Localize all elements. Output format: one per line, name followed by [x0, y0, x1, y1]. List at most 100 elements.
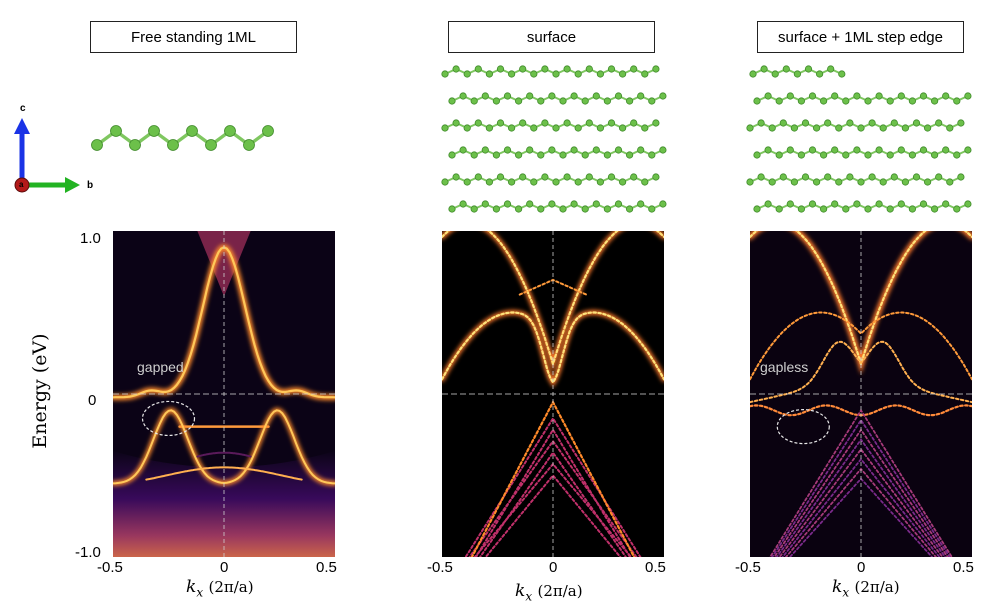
- atom: [801, 173, 810, 181]
- top-glow: [197, 231, 251, 297]
- atom: [519, 119, 527, 127]
- atom: [559, 151, 567, 159]
- x-label-unit: (2π/a): [854, 578, 900, 596]
- atom: [964, 92, 972, 100]
- atom: [868, 119, 876, 127]
- atom: [842, 205, 850, 213]
- atom: [474, 173, 482, 181]
- atom: [563, 65, 571, 73]
- annotation-gapless: gapless: [760, 359, 809, 375]
- atom: [835, 124, 843, 132]
- atom: [919, 200, 928, 208]
- axis-triad: [14, 118, 80, 193]
- atom: [581, 151, 589, 159]
- atom: [563, 173, 571, 181]
- atom: [129, 139, 141, 151]
- x-tick-right-zero: 0: [857, 559, 866, 576]
- atom: [563, 119, 571, 127]
- atom: [946, 178, 954, 186]
- atom: [452, 65, 460, 73]
- atom: [508, 178, 516, 186]
- band-plot-right: [750, 231, 972, 557]
- atom: [574, 70, 582, 78]
- atom: [652, 119, 660, 127]
- atom: [908, 97, 916, 105]
- band-right-deep-0: [769, 408, 953, 557]
- x-label-sub: x: [196, 585, 204, 600]
- atom: [503, 200, 512, 208]
- title-left: Free standing 1ML: [90, 21, 297, 53]
- x-tick-left-pos: 0.5: [316, 559, 337, 576]
- atom: [813, 124, 821, 132]
- atom: [942, 200, 950, 208]
- atom: [659, 146, 667, 154]
- atom: [890, 173, 898, 181]
- atom: [508, 124, 516, 132]
- atom: [659, 200, 667, 208]
- y-tick-mid: 0: [88, 392, 97, 409]
- atom: [753, 151, 761, 159]
- atom: [820, 205, 828, 213]
- atom: [474, 119, 482, 127]
- atom: [614, 200, 623, 208]
- annotation-gapped: gapped: [137, 359, 184, 375]
- atom: [801, 119, 810, 127]
- atom: [886, 97, 894, 105]
- atom: [768, 178, 776, 186]
- band-right-deep-3: [775, 438, 947, 557]
- atom: [492, 151, 501, 159]
- atom: [813, 178, 821, 186]
- atom: [775, 151, 783, 159]
- atom: [91, 139, 103, 151]
- x-tick-left-zero: 0: [220, 559, 229, 576]
- atom: [459, 92, 467, 100]
- y-tick-bottom: -1.0: [75, 544, 101, 561]
- band-right-deep-4: [778, 447, 944, 557]
- atom: [786, 146, 794, 154]
- gap-ellipse: [141, 400, 196, 437]
- atom: [931, 151, 939, 159]
- atom: [897, 200, 905, 208]
- atom: [637, 92, 645, 100]
- atom: [526, 146, 534, 154]
- atom: [441, 70, 449, 78]
- atom: [619, 124, 627, 132]
- atom: [804, 65, 813, 73]
- atom: [581, 97, 589, 105]
- atom: [827, 65, 835, 73]
- x-label-right: kx (2π/a): [832, 577, 900, 599]
- atom: [243, 139, 255, 151]
- atom: [764, 200, 772, 208]
- atom: [603, 97, 611, 105]
- atom: [492, 97, 501, 105]
- atom: [942, 92, 950, 100]
- atom: [964, 146, 972, 154]
- atom: [496, 119, 505, 127]
- gapless-ellipse: [776, 409, 830, 445]
- atom: [875, 200, 883, 208]
- atom: [648, 205, 656, 213]
- atom: [585, 119, 593, 127]
- atom: [964, 200, 972, 208]
- band-mid-top: [518, 278, 588, 296]
- atom: [808, 92, 817, 100]
- x-label-unit: (2π/a): [537, 582, 583, 600]
- atom: [908, 205, 916, 213]
- atom: [485, 124, 494, 132]
- atom: [630, 173, 638, 181]
- atom: [912, 119, 921, 127]
- atom: [515, 205, 523, 213]
- atom: [953, 97, 961, 105]
- atom: [779, 173, 787, 181]
- atom: [441, 124, 449, 132]
- atom: [924, 124, 932, 132]
- atom: [857, 124, 865, 132]
- atom: [470, 151, 478, 159]
- atom: [912, 173, 921, 181]
- atom: [919, 92, 928, 100]
- atom: [846, 173, 854, 181]
- band-dark: [196, 451, 252, 458]
- structure-surface: [441, 65, 667, 213]
- title-left-text: Free standing 1ML: [130, 28, 257, 46]
- atom: [842, 151, 850, 159]
